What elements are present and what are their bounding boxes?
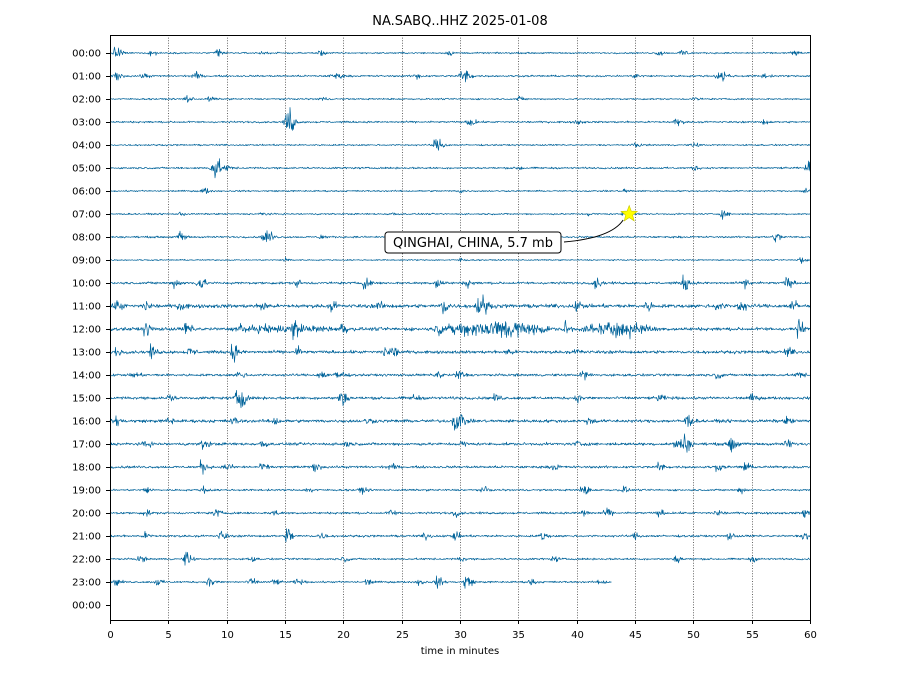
trace-1100: [109, 294, 811, 315]
x-tick-label: 5: [165, 630, 171, 641]
trace-1200: [109, 318, 811, 341]
y-tick-label: 12:00: [72, 325, 101, 336]
x-axis: 0 5 10 15 20 25 30 35 40 45 50 55 60: [107, 620, 817, 641]
trace-1500: [109, 389, 811, 409]
y-tick-label: 11:00: [72, 302, 101, 313]
x-tick-label: 20: [337, 630, 350, 641]
y-tick-label: 00:00: [72, 601, 101, 612]
y-tick-label: 05:00: [72, 164, 101, 175]
y-tick-label: 21:00: [72, 532, 101, 543]
y-tick-label: 20:00: [72, 509, 101, 520]
trace-1000: [109, 274, 811, 291]
y-tick-label: 17:00: [72, 440, 101, 451]
trace-0400: [109, 138, 811, 151]
event-annotation: QINGHAI, CHINA, 5.7 mb: [384, 204, 639, 254]
y-tick-label: 14:00: [72, 371, 101, 382]
x-tick-label: 10: [221, 630, 234, 641]
trace-1300: [109, 343, 811, 363]
x-tick-label: 25: [396, 630, 409, 641]
y-tick-label: 01:00: [72, 72, 101, 83]
annotation-box: [384, 231, 562, 254]
y-tick-label: 08:00: [72, 233, 101, 244]
x-tick-label: 0: [107, 630, 113, 641]
x-tick-label: 35: [512, 630, 525, 641]
y-axis: 00:00 01:00 02:00 03:00 04:00 05:00 06:00 07:00…: [72, 49, 110, 612]
annotation-label: QINGHAI, CHINA, 5.7 mb: [393, 236, 553, 251]
y-tick-label: 04:00: [72, 141, 101, 152]
event-star-marker: [620, 204, 639, 222]
trace-2000: [109, 507, 811, 518]
trace-2100: [109, 528, 811, 543]
trace-0600: [109, 187, 811, 194]
trace-0700: [109, 209, 811, 220]
trace-1900: [109, 485, 811, 495]
trace-0500: [109, 158, 811, 179]
x-tick-label: 50: [687, 630, 700, 641]
y-tick-label: 02:00: [72, 95, 101, 106]
trace-lines: [109, 46, 811, 589]
y-tick-label: 10:00: [72, 279, 101, 290]
y-tick-label: 16:00: [72, 417, 101, 428]
trace-1400: [109, 370, 811, 381]
trace-1800: [109, 459, 811, 475]
y-tick-label: 19:00: [72, 486, 101, 497]
annotation-arrow: [563, 219, 624, 243]
trace-0900: [109, 257, 811, 264]
trace-1600: [109, 413, 811, 431]
y-tick-label: 18:00: [72, 463, 101, 474]
x-axis-label: time in minutes: [421, 646, 500, 657]
x-tick-label: 55: [746, 630, 759, 641]
trace-0300: [109, 107, 811, 131]
x-tick-label: 40: [571, 630, 584, 641]
trace-0100: [109, 70, 811, 83]
trace-0000: [109, 46, 811, 57]
trace-2200: [109, 551, 811, 566]
x-tick-label: 45: [629, 630, 642, 641]
y-tick-label: 03:00: [72, 118, 101, 129]
x-tick-label: 15: [279, 630, 292, 641]
y-tick-label: 15:00: [72, 394, 101, 405]
y-tick-label: 13:00: [72, 348, 101, 359]
trace-1700: [109, 433, 811, 453]
x-tick-label: 60: [804, 630, 817, 641]
y-tick-label: 07:00: [72, 210, 101, 221]
trace-0200: [109, 94, 811, 103]
trace-2300: [109, 575, 612, 589]
y-tick-label: 23:00: [72, 578, 101, 589]
chart-title: NA.SABQ..HHZ 2025-01-08: [372, 14, 547, 29]
y-tick-label: 00:00: [72, 49, 101, 60]
y-tick-label: 09:00: [72, 256, 101, 267]
y-tick-label: 22:00: [72, 555, 101, 566]
x-tick-label: 30: [454, 630, 467, 641]
y-tick-label: 06:00: [72, 187, 101, 198]
